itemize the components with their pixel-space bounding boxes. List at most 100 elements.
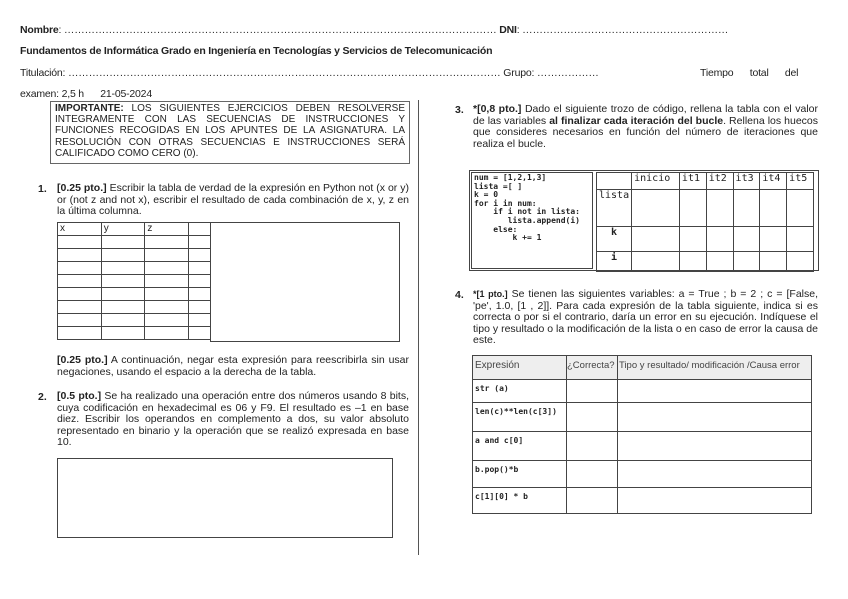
q3-number: 3. bbox=[455, 104, 464, 116]
col-header: it3 bbox=[732, 172, 761, 190]
q4-number: 4. bbox=[455, 289, 464, 301]
cell[interactable] bbox=[188, 235, 211, 249]
cell[interactable] bbox=[144, 235, 190, 249]
cell[interactable] bbox=[100, 313, 146, 327]
cell[interactable] bbox=[705, 189, 734, 227]
cell[interactable] bbox=[705, 226, 734, 252]
cell[interactable] bbox=[188, 261, 211, 275]
cell[interactable] bbox=[100, 300, 146, 314]
cell[interactable] bbox=[57, 235, 102, 249]
cell[interactable] bbox=[732, 189, 761, 227]
cell[interactable] bbox=[732, 251, 761, 272]
cell[interactable] bbox=[100, 326, 146, 340]
negation-answer-area[interactable] bbox=[210, 222, 400, 342]
cell[interactable] bbox=[144, 326, 190, 340]
code-line: k += 1 bbox=[474, 233, 542, 243]
cell[interactable] bbox=[617, 487, 812, 514]
cell[interactable] bbox=[188, 326, 211, 340]
cell[interactable] bbox=[617, 379, 812, 403]
col-z: z bbox=[144, 222, 190, 236]
cell[interactable] bbox=[57, 287, 102, 301]
cell[interactable] bbox=[759, 226, 788, 252]
cell[interactable] bbox=[57, 326, 102, 340]
cell[interactable] bbox=[100, 287, 146, 301]
code-line: k = 0 bbox=[474, 190, 499, 200]
cell[interactable] bbox=[57, 274, 102, 288]
col-y: y bbox=[100, 222, 146, 236]
q1-part2-text: [0.25 pto.] A continuación, negar esta e… bbox=[57, 354, 409, 378]
cell[interactable] bbox=[566, 379, 618, 403]
titulacion-line: Titulación: …………………………………………………………………………… bbox=[20, 67, 599, 79]
q1-text: [0.25 pto.] Escribir la tabla de verdad … bbox=[57, 182, 409, 218]
col-header: it2 bbox=[705, 172, 734, 190]
cell[interactable] bbox=[144, 274, 190, 288]
cell[interactable] bbox=[678, 189, 707, 227]
cell[interactable] bbox=[144, 300, 190, 314]
trace-table: inicio it1 it2 it3 it4 it5 lista k i bbox=[595, 172, 814, 272]
q4-text: *[1 pto.] Se tienen las siguientes varia… bbox=[473, 288, 818, 347]
cell[interactable] bbox=[57, 261, 102, 275]
cell[interactable] bbox=[631, 189, 680, 227]
cell[interactable] bbox=[100, 235, 146, 249]
expression: c[1][0] * b bbox=[472, 487, 567, 514]
col-header: it4 bbox=[759, 172, 788, 190]
cell[interactable] bbox=[188, 313, 211, 327]
row-header: lista bbox=[595, 189, 633, 227]
col-x: x bbox=[57, 222, 102, 236]
row-header: i bbox=[595, 251, 633, 272]
cell[interactable] bbox=[57, 248, 102, 262]
q2-number: 2. bbox=[38, 391, 47, 403]
cell[interactable] bbox=[100, 274, 146, 288]
q2-answer-box[interactable] bbox=[57, 458, 393, 538]
cell[interactable] bbox=[678, 251, 707, 272]
cell[interactable] bbox=[759, 189, 788, 227]
cell[interactable] bbox=[144, 248, 190, 262]
code-line: else: bbox=[474, 224, 518, 234]
cell[interactable] bbox=[705, 251, 734, 272]
expression: b.pop()*b bbox=[472, 460, 567, 488]
cell[interactable] bbox=[100, 248, 146, 262]
cell[interactable] bbox=[631, 226, 680, 252]
q1-number: 1. bbox=[38, 183, 47, 195]
cell[interactable] bbox=[617, 431, 812, 461]
cell[interactable] bbox=[566, 431, 618, 461]
cell[interactable] bbox=[566, 487, 618, 514]
cell[interactable] bbox=[786, 189, 814, 227]
cell[interactable] bbox=[566, 460, 618, 488]
code-line: num = [1,2,1,3] bbox=[474, 173, 547, 182]
cell[interactable] bbox=[57, 313, 102, 327]
examen-text: examen: 2,5 h 21-05-2024 bbox=[20, 88, 152, 100]
cell[interactable] bbox=[566, 402, 618, 432]
expression-table: Expresión ¿Correcta? Tipo y resultado/ mod… bbox=[472, 355, 812, 514]
cell[interactable] bbox=[188, 287, 211, 301]
cell[interactable] bbox=[617, 460, 812, 488]
cell[interactable] bbox=[786, 251, 814, 272]
cell[interactable] bbox=[100, 261, 146, 275]
col-header bbox=[595, 172, 633, 190]
row-header: k bbox=[595, 226, 633, 252]
cell[interactable] bbox=[617, 402, 812, 432]
col-header: ¿Correcta? bbox=[566, 355, 618, 380]
cell[interactable] bbox=[144, 287, 190, 301]
cell[interactable] bbox=[631, 251, 680, 272]
col-header: Expresión bbox=[472, 355, 567, 380]
cell[interactable] bbox=[786, 226, 814, 252]
expression: str (a) bbox=[472, 379, 567, 403]
cell[interactable] bbox=[188, 300, 211, 314]
col-header: it1 bbox=[678, 172, 707, 190]
cell[interactable] bbox=[57, 300, 102, 314]
cell[interactable] bbox=[759, 251, 788, 272]
cell[interactable] bbox=[678, 226, 707, 252]
q2-text: [0.5 pto.] Se ha realizado una operación… bbox=[57, 390, 409, 449]
code-line: if i not in lista: bbox=[474, 207, 580, 217]
cell[interactable] bbox=[188, 274, 211, 288]
q3-text: *[0,8 pto.] Dado el siguiente trozo de c… bbox=[473, 103, 819, 150]
col-header: inicio bbox=[631, 172, 680, 190]
expression: a and c[0] bbox=[472, 431, 567, 461]
cell[interactable] bbox=[732, 226, 761, 252]
cell[interactable] bbox=[144, 313, 190, 327]
cell[interactable] bbox=[188, 248, 211, 262]
column-divider bbox=[418, 100, 419, 555]
cell[interactable] bbox=[144, 261, 190, 275]
